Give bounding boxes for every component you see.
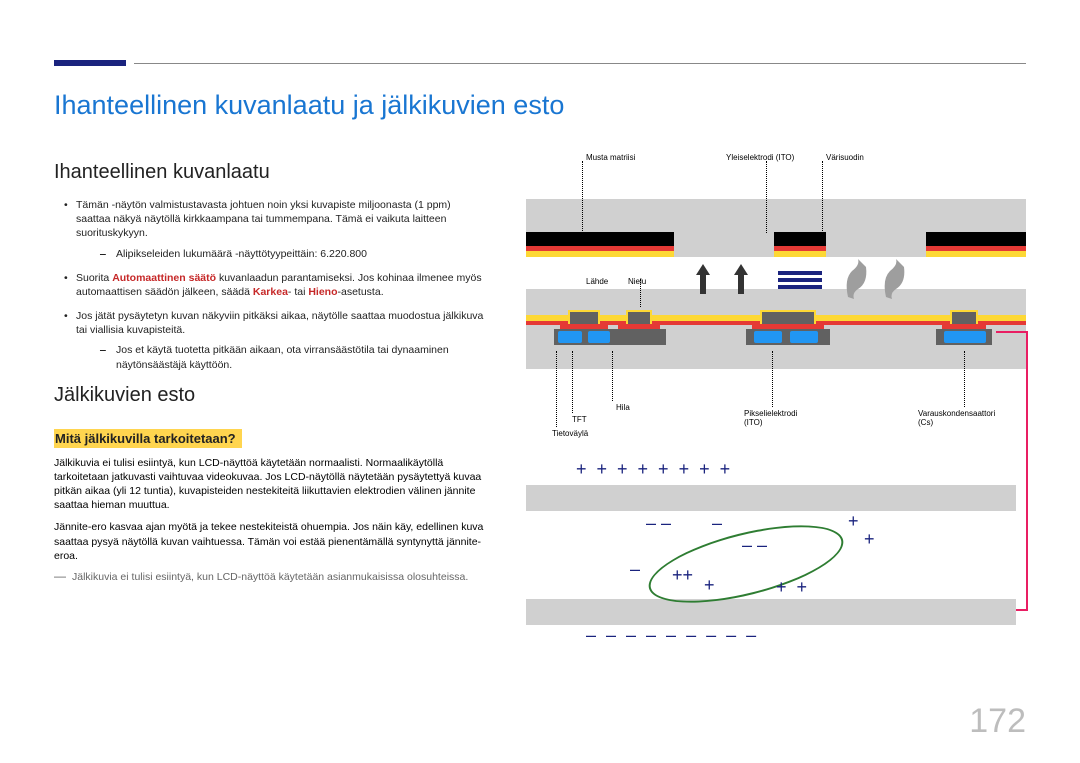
keyword: Automaattinen säätö bbox=[112, 272, 216, 284]
diagram-label: Varauskondensaattori (Cs) bbox=[918, 409, 1008, 427]
highlighted-subheading: Mitä jälkikuvilla tarkoitetaan? bbox=[54, 429, 242, 448]
diagram-label: TFT bbox=[572, 415, 587, 424]
electrode-pad bbox=[558, 331, 582, 343]
minus-icon: – bbox=[712, 513, 722, 534]
voltage-diagram: + + + + + + + + – – – + – – + – ++ + + +… bbox=[526, 459, 1016, 649]
plus-icon: ++ bbox=[672, 565, 693, 586]
leader-line bbox=[766, 161, 767, 233]
minus-icon: – – bbox=[646, 513, 671, 534]
diagram-label: Yleiselektrodi (ITO) bbox=[726, 153, 796, 162]
minus-icon: – bbox=[630, 559, 640, 580]
paragraph: Jännite-ero kasvaa ajan myötä ja tekee n… bbox=[54, 520, 488, 563]
plus-icon: + bbox=[848, 511, 859, 532]
lcd-cross-section-diagram: Musta matriisi Yleiselektrodi (ITO) Väri… bbox=[526, 159, 1026, 439]
vapor-icon bbox=[840, 259, 870, 299]
minus-icon: – – bbox=[742, 535, 767, 556]
leader-line bbox=[612, 351, 613, 401]
quality-bullets: Tämän -näytön valmistustavasta johtuen n… bbox=[54, 198, 488, 372]
lc-alignment-icon bbox=[778, 271, 822, 293]
electrode-stripe bbox=[526, 485, 1016, 511]
leader-line bbox=[572, 351, 573, 413]
arrow-up-icon bbox=[688, 259, 718, 299]
leader-line bbox=[772, 351, 773, 407]
page-number: 172 bbox=[969, 702, 1026, 741]
diagram-label: Värisuodin bbox=[826, 153, 864, 162]
leader-line bbox=[556, 351, 557, 427]
gap bbox=[674, 232, 774, 257]
vapor-icon bbox=[878, 259, 908, 299]
plus-icon: + bbox=[864, 529, 875, 550]
electrode-pad bbox=[790, 331, 818, 343]
diagram-label: Pikselielektrodi (ITO) bbox=[744, 409, 814, 427]
plus-icon: + + + + + + + + bbox=[576, 459, 730, 480]
diagram-label: Nielu bbox=[628, 277, 646, 286]
electrode-stripe bbox=[526, 599, 1016, 625]
diagram-label: Hila bbox=[616, 403, 630, 412]
keyword: Karkea bbox=[253, 286, 288, 298]
plus-icon: + + bbox=[776, 577, 807, 598]
gap bbox=[826, 232, 926, 257]
electrode-pad bbox=[588, 331, 610, 343]
header-rule bbox=[134, 63, 1026, 64]
diagram-label: Musta matriisi bbox=[586, 153, 635, 162]
keyword: Hieno bbox=[308, 286, 337, 298]
arrow-up-icon bbox=[726, 259, 756, 299]
leader-line bbox=[822, 161, 823, 233]
section-heading-quality: Ihanteellinen kuvanlaatu bbox=[54, 161, 488, 184]
diagram-label: Tietoväylä bbox=[552, 429, 588, 438]
bullet-item: Jos jätät pysäytetyn kuvan näkyviin pitk… bbox=[54, 309, 488, 372]
left-column: Ihanteellinen kuvanlaatu Tämän -näytön v… bbox=[54, 149, 488, 649]
bullet-item: Suorita Automaattinen säätö kuvanlaadun … bbox=[54, 271, 488, 299]
electrode-pad bbox=[754, 331, 782, 343]
sub-item: Jos et käytä tuotetta pitkään aikaan, ot… bbox=[76, 343, 488, 371]
paragraph: Jälkikuvia ei tulisi esiintyä, kun LCD-n… bbox=[54, 456, 488, 513]
page-content: Ihanteellinen kuvanlaatu ja jälkikuvien … bbox=[0, 0, 1080, 649]
header-accent bbox=[54, 60, 126, 66]
bullet-text: Tämän -näytön valmistustavasta johtuen n… bbox=[76, 199, 451, 239]
minus-icon: – – – – – – – – – bbox=[586, 625, 756, 646]
leader-line bbox=[964, 351, 965, 407]
tft-device bbox=[612, 299, 666, 345]
yellow-layer bbox=[526, 251, 1026, 257]
bullet-text: Jos jätät pysäytetyn kuvan näkyviin pitk… bbox=[76, 310, 483, 336]
sub-item: Alipikseleiden lukumäärä -näyttötyypeitt… bbox=[76, 247, 488, 261]
note-text: Jälkikuvia ei tulisi esiintyä, kun LCD-n… bbox=[54, 571, 488, 583]
leader-line bbox=[582, 161, 583, 233]
electrode-pad bbox=[944, 331, 986, 343]
plus-icon: + bbox=[704, 575, 715, 596]
black-matrix-layer bbox=[526, 232, 1026, 246]
right-column: Musta matriisi Yleiselektrodi (ITO) Väri… bbox=[516, 149, 1026, 649]
two-column-layout: Ihanteellinen kuvanlaatu Tämän -näytön v… bbox=[54, 149, 1026, 649]
page-title: Ihanteellinen kuvanlaatu ja jälkikuvien … bbox=[54, 90, 1026, 121]
diagram-label: Lähde bbox=[586, 277, 608, 286]
section-heading-prevention: Jälkikuvien esto bbox=[54, 384, 488, 407]
bullet-item: Tämän -näytön valmistustavasta johtuen n… bbox=[54, 198, 488, 261]
